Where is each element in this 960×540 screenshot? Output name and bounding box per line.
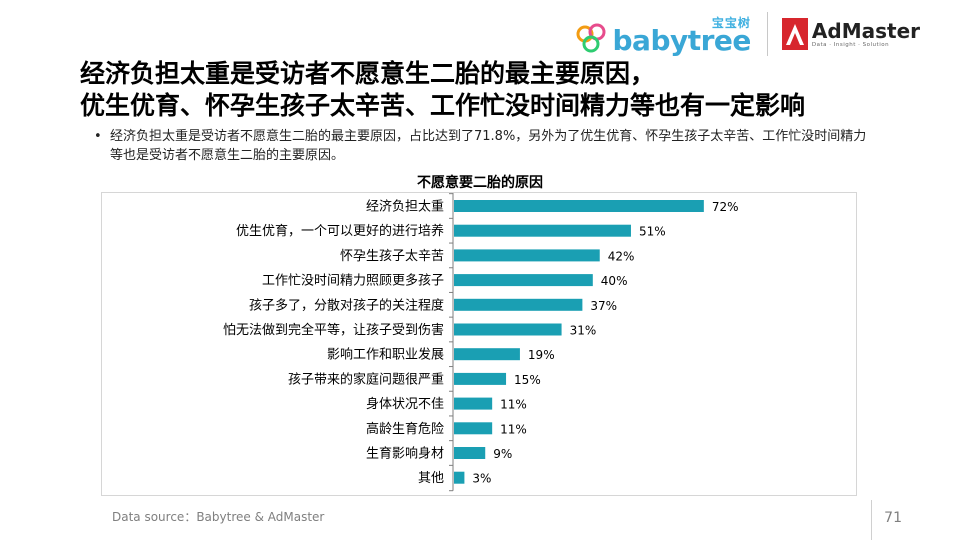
bar <box>454 372 507 385</box>
value-label: 11% <box>500 398 527 412</box>
category-label: 影响工作和职业发展 <box>327 347 444 363</box>
category-label: 孩子多了，分散对孩子的关注程度 <box>249 297 444 313</box>
value-label: 37% <box>590 299 617 313</box>
category-label: 孩子带来的家庭问题很严重 <box>288 371 444 387</box>
babytree-cn-mark: 宝宝树 <box>711 16 751 30</box>
value-label: 15% <box>514 373 541 387</box>
value-label: 3% <box>472 472 491 486</box>
bar <box>454 348 520 361</box>
babytree-wordmark: babytree <box>612 24 752 57</box>
page-number: 71 <box>884 510 902 526</box>
bar-chart: 经济负担太重 72% 优生优育，一个可以更好的进行培养 51% 怀孕生孩子太辛苦 42% 工… <box>223 193 739 492</box>
category-label: 怀孕生孩子太辛苦 <box>340 248 444 264</box>
admaster-tagline: Data · Insight · Solution <box>811 42 890 48</box>
bar <box>454 323 562 336</box>
logo-separator <box>766 12 768 56</box>
chart-title: 不愿意要二胎的原因 <box>417 175 543 191</box>
bar <box>454 422 493 435</box>
value-label: 42% <box>608 249 635 263</box>
bar <box>454 274 593 287</box>
babytree-logo: babytree 宝宝树 <box>575 12 751 56</box>
value-label: 40% <box>601 274 628 288</box>
bar <box>454 249 600 262</box>
title-line-1: 经济负担太重是受访者不愿意生二胎的最主要原因， <box>80 59 656 88</box>
footer-divider <box>871 500 872 540</box>
bar <box>454 397 493 410</box>
value-label: 11% <box>500 422 527 436</box>
value-label: 31% <box>570 324 597 338</box>
title-line-2: 优生优育、怀孕生孩子太辛苦、工作忙没时间精力等也有一定影响 <box>80 91 806 120</box>
value-label: 9% <box>493 447 512 461</box>
category-label: 其他 <box>418 471 444 486</box>
admaster-mark-icon <box>781 18 808 50</box>
category-label: 工作忙没时间精力照顾更多孩子 <box>262 273 444 289</box>
bullet-mark: • <box>94 129 102 144</box>
data-source: Data source：Babytree & AdMaster <box>112 510 325 524</box>
bar <box>454 447 486 459</box>
category-label: 高龄生育危险 <box>366 421 444 437</box>
category-label: 经济负担太重 <box>366 199 444 215</box>
summary-bullet: • 经济负担太重是受访者不愿意生二胎的最主要原因，占比达到了71.8%，另外为了… <box>94 127 870 165</box>
admaster-logo: AdMaster Data · Insight · Solution <box>781 18 920 50</box>
chart-frame: 经济负担太重 72% 优生优育，一个可以更好的进行培养 51% 怀孕生孩子太辛苦 42% 工… <box>101 192 857 496</box>
babytree-rings-icon <box>576 23 605 53</box>
category-label: 生育影响身材 <box>366 446 444 462</box>
slide-title: 经济负担太重是受访者不愿意生二胎的最主要原因， 优生优育、怀孕生孩子太辛苦、工作… <box>80 58 805 122</box>
category-label: 身体状况不佳 <box>366 396 444 412</box>
category-label: 优生优育，一个可以更好的进行培养 <box>236 223 444 239</box>
bar <box>454 224 631 237</box>
value-label: 72% <box>712 200 739 214</box>
bar <box>454 200 704 212</box>
value-label: 19% <box>528 348 555 362</box>
admaster-wordmark: AdMaster <box>811 19 920 43</box>
value-label: 51% <box>639 225 666 239</box>
bullet-text: 经济负担太重是受访者不愿意生二胎的最主要原因，占比达到了71.8%，另外为了优生… <box>110 129 867 163</box>
brand-logos: babytree 宝宝树 AdMaster Data · Insight · S… <box>575 10 920 58</box>
bar <box>454 471 465 484</box>
bar <box>454 298 583 311</box>
category-label: 怕无法做到完全平等，让孩子受到伤害 <box>223 322 444 338</box>
